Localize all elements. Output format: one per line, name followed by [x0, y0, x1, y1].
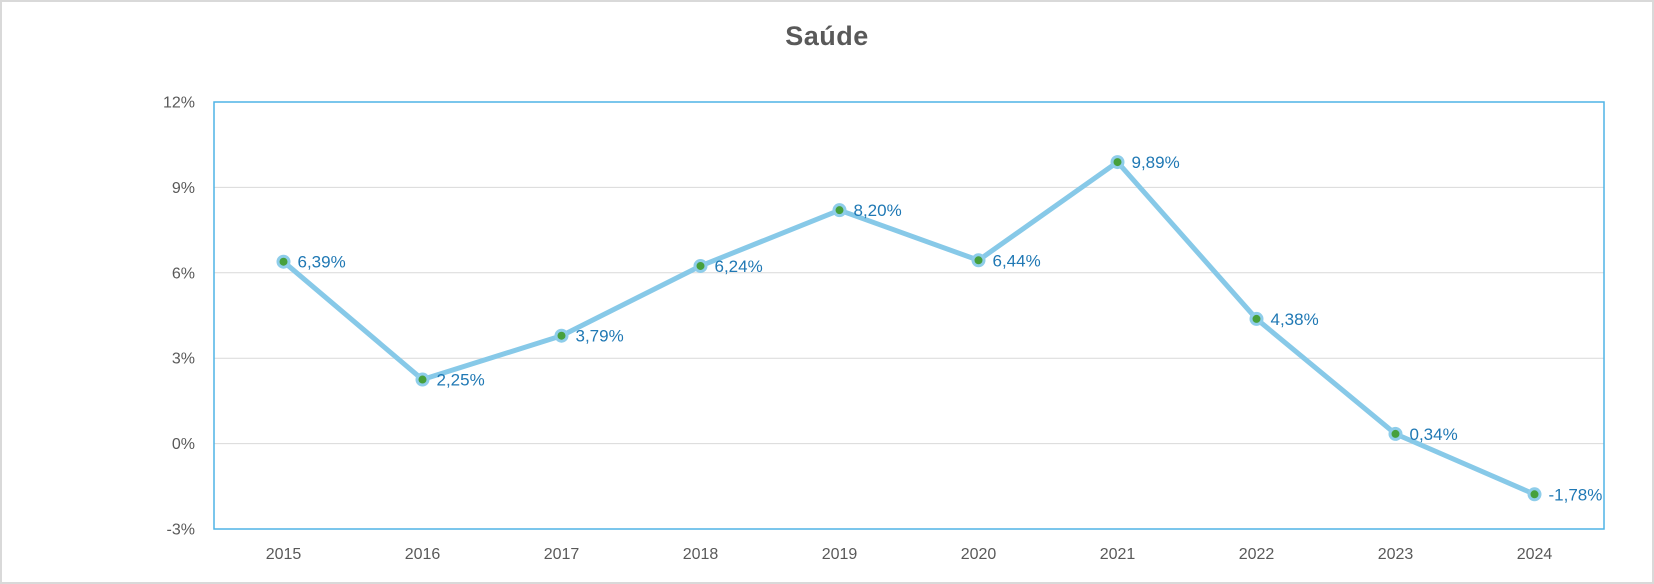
data-point-label: 6,24% [715, 257, 763, 276]
y-axis-tick-label: 6% [172, 265, 195, 282]
data-point-label: 6,39% [298, 253, 346, 272]
y-axis-tick-label: 0% [172, 436, 195, 453]
y-axis-tick-label: -3% [167, 522, 195, 539]
data-point-label: 4,38% [1271, 310, 1319, 329]
data-point-label: 0,34% [1410, 425, 1458, 444]
data-point-label: 2,25% [437, 371, 485, 390]
data-point-marker[interactable] [693, 258, 708, 273]
data-point-marker[interactable] [276, 254, 291, 269]
x-axis-tick-label: 2019 [822, 546, 858, 563]
data-point-marker[interactable] [554, 328, 569, 343]
y-axis-tick-label: 9% [172, 180, 195, 197]
x-axis-tick-label: 2017 [544, 546, 580, 563]
data-point-marker[interactable] [971, 253, 986, 268]
data-point-marker[interactable] [415, 372, 430, 387]
data-point-label: 8,20% [854, 201, 902, 220]
data-point-label: 9,89% [1132, 153, 1180, 172]
data-point-marker[interactable] [1388, 426, 1403, 441]
plot-area-border [213, 101, 1605, 530]
y-axis-tick-label: 3% [172, 351, 195, 368]
x-axis-tick-label: 2016 [405, 546, 441, 563]
x-axis-tick-label: 2018 [683, 546, 719, 563]
data-point-label: -1,78% [1549, 485, 1603, 504]
data-point-marker[interactable] [1527, 487, 1542, 502]
x-axis-tick-label: 2024 [1517, 546, 1553, 563]
series-line[interactable] [281, 159, 1537, 497]
x-axis-tick-label: 2020 [961, 546, 997, 563]
x-axis-tick-label: 2022 [1239, 546, 1275, 563]
y-axis-tick-label: 12% [163, 95, 195, 112]
data-point-marker[interactable] [1249, 311, 1264, 326]
data-point-marker[interactable] [1110, 155, 1125, 170]
chart-title[interactable]: Saúde [785, 21, 869, 51]
x-axis-tick-label: 2023 [1378, 546, 1414, 563]
data-point-label: 3,79% [576, 327, 624, 346]
data-point-marker[interactable] [832, 203, 847, 218]
x-axis-tick-label: 2021 [1100, 546, 1136, 563]
data-point-label: 6,44% [993, 251, 1041, 270]
x-axis-tick-label: 2015 [266, 546, 302, 563]
